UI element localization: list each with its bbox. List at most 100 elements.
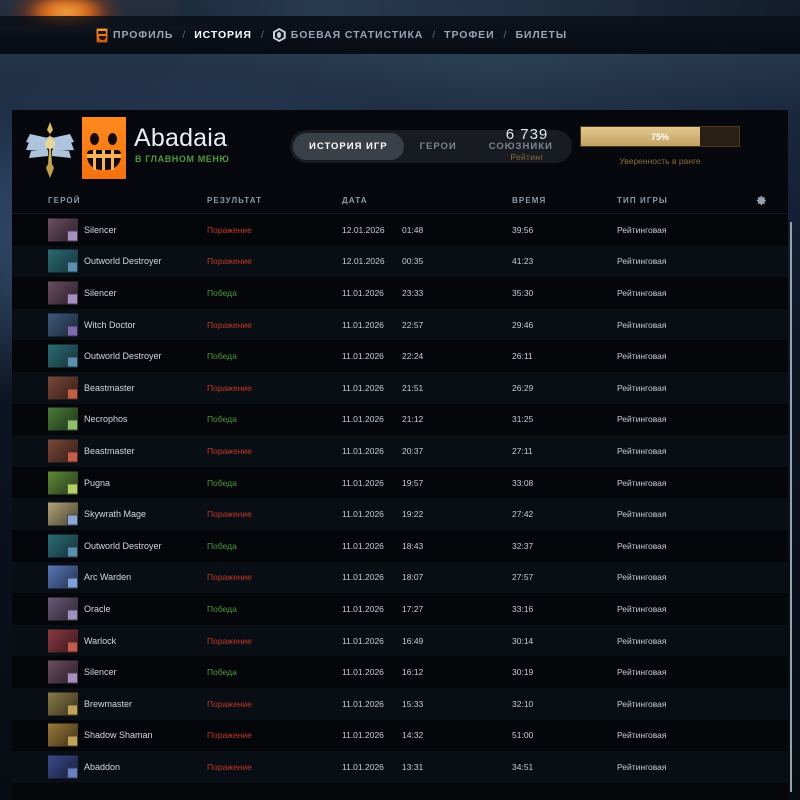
match-result: Победа (207, 477, 237, 488)
match-time: 13:31 (402, 761, 424, 772)
match-history-list: Silencer Поражение 12.01.2026 01:48 39:56 Рей… (12, 214, 788, 798)
column-header-result[interactable]: РЕЗУЛЬТАТ (207, 196, 263, 205)
table-row[interactable]: Oracle Победа 11.01.2026 17:27 33:16 Рейтинго… (12, 593, 788, 625)
match-time: 17:27 (402, 603, 424, 614)
combat-icon (272, 28, 286, 42)
hero-role-badge (67, 704, 78, 716)
hero-name: Outworld Destroyer (84, 540, 162, 551)
match-date: 11.01.2026 (342, 730, 384, 741)
nav-item-label: ИСТОРИЯ (194, 29, 252, 41)
hero-role-badge (67, 483, 78, 495)
table-row[interactable]: Beastmaster Поражение 11.01.2026 21:51 26:29… (12, 371, 788, 404)
nav-item-5[interactable]: БИЛЕТЫ (515, 29, 567, 41)
hero-role-badge (67, 419, 78, 431)
table-row[interactable]: Abaddon Поражение 11.01.2026 13:31 34:51 Рейт… (12, 751, 788, 783)
table-row[interactable]: Silencer Победа 11.01.2026 23:33 35:30 Рейтин… (12, 277, 788, 309)
column-header-date[interactable]: ДАТА (342, 196, 368, 205)
match-type: Рейтинговая (617, 477, 667, 488)
background-sheen (0, 52, 800, 112)
hero-name: Skywrath Mage (84, 509, 147, 520)
username: Abadaia (134, 124, 228, 152)
match-date: 11.01.2026 (342, 319, 384, 330)
hero-role-badge (67, 609, 78, 621)
table-row[interactable]: Beastmaster Поражение 11.01.2026 20:37 27:11… (12, 435, 788, 467)
nav-item-label: ПРОФИЛЬ (113, 29, 174, 41)
match-result: Победа (207, 540, 237, 551)
confidence-bar: 75% (580, 126, 740, 147)
rating-value: 6 739 (505, 126, 549, 143)
match-date: 11.01.2026 (342, 351, 384, 362)
confidence-percent: 75% (650, 131, 669, 142)
match-time: 19:22 (402, 509, 424, 520)
profile-panel: Abadaia В ГЛАВНОМ МЕНЮ ИСТОРИЯ ИГР ГЕРОИ С… (12, 110, 788, 800)
table-row[interactable]: Outworld Destroyer Победа 11.01.2026 18:43 3… (12, 529, 788, 562)
avatar[interactable] (82, 117, 126, 179)
match-result: Победа (207, 414, 237, 425)
confidence-box: 75% Уверенность в ранге (580, 126, 740, 166)
match-time: 15:33 (402, 698, 424, 709)
match-type: Рейтинговая (617, 445, 667, 456)
tab-label: ИСТОРИЯ ИГР (309, 141, 388, 152)
nav-item-1[interactable]: ПРОФИЛЬ (96, 27, 174, 43)
confidence-bar-fill (581, 127, 700, 146)
match-duration: 30:14 (512, 635, 534, 646)
nav-separator: / (432, 29, 436, 41)
match-duration: 26:29 (512, 382, 534, 393)
hero-portrait (48, 376, 78, 400)
tab-1[interactable]: ИСТОРИЯ ИГР (293, 133, 404, 160)
table-row[interactable]: Pugna Победа 11.01.2026 19:57 33:08 Рейтингов… (12, 466, 788, 499)
table-row[interactable]: Outworld Destroyer Поражение 12.01.2026 00:… (12, 245, 788, 278)
match-type: Рейтинговая (617, 256, 667, 267)
nav-item-4[interactable]: ТРОФЕИ (444, 29, 494, 41)
match-duration: 27:42 (512, 509, 534, 520)
table-row[interactable]: Shadow Shaman Поражение 11.01.2026 14:32 51:… (12, 719, 788, 752)
match-result: Поражение (207, 382, 252, 393)
user-status: В ГЛАВНОМ МЕНЮ (135, 154, 230, 164)
hero-name: Silencer (84, 287, 117, 298)
match-result: Поражение (207, 635, 252, 646)
table-row[interactable]: Arc Warden Поражение 11.01.2026 18:07 27:57 Р… (12, 561, 788, 594)
rank-emblem-icon (20, 116, 80, 182)
match-date: 11.01.2026 (342, 698, 384, 709)
hero-name: Beastmaster (84, 445, 135, 456)
tab-label: СОЮЗНИКИ (488, 141, 553, 152)
nav-item-label: БОЕВАЯ СТАТИСТИКА (290, 29, 424, 41)
table-row[interactable]: Necrophos Победа 11.01.2026 21:12 31:25 Рейти… (12, 403, 788, 436)
match-duration: 41:23 (512, 256, 534, 267)
hero-name: Brewmaster (84, 698, 133, 709)
column-header-type[interactable]: ТИП ИГРЫ (617, 196, 668, 205)
table-row[interactable]: Skywrath Mage Поражение 11.01.2026 19:22 27:… (12, 498, 788, 530)
match-time: 21:51 (402, 382, 424, 393)
tab-3[interactable]: СОЮЗНИКИ (473, 133, 569, 160)
match-type: Рейтинговая (617, 667, 667, 678)
hero-role-badge (67, 293, 78, 305)
hero-role-badge (67, 641, 78, 653)
hero-role-badge (67, 577, 78, 589)
table-row[interactable]: Witch Doctor Поражение 11.01.2026 22:57 29:4… (12, 308, 788, 341)
match-time: 00:35 (402, 256, 424, 267)
match-type: Рейтинговая (617, 761, 667, 772)
hero-role-badge (67, 514, 78, 526)
avatar-teeth-gap-3 (111, 150, 114, 170)
column-header-duration[interactable]: ВРЕМЯ (512, 196, 547, 205)
match-time: 18:43 (402, 540, 424, 551)
tab-2[interactable]: ГЕРОИ (404, 133, 473, 160)
table-row[interactable]: Silencer Поражение 12.01.2026 01:48 39:56 Рей… (12, 214, 788, 246)
nav-item-3[interactable]: БОЕВАЯ СТАТИСТИКА (272, 28, 424, 42)
column-header-hero[interactable]: ГЕРОЙ (48, 196, 81, 205)
match-type: Рейтинговая (617, 351, 667, 362)
table-row[interactable]: Brewmaster Поражение 11.01.2026 15:33 32:10 Р… (12, 687, 788, 720)
gear-icon[interactable] (755, 194, 768, 207)
hero-portrait (48, 692, 78, 716)
hero-role-badge (67, 767, 78, 779)
hero-role-badge (67, 735, 78, 747)
vertical-scrollbar[interactable] (790, 222, 792, 792)
table-row[interactable]: Warlock Поражение 11.01.2026 16:49 30:14 Рейт… (12, 624, 788, 657)
nav-item-2[interactable]: ИСТОРИЯ (194, 29, 252, 41)
match-time: 16:12 (402, 667, 424, 678)
match-time: 23:33 (402, 287, 424, 298)
table-row[interactable]: Silencer Победа 11.01.2026 16:12 30:19 Рейтин… (12, 656, 788, 688)
table-row[interactable]: Outworld Destroyer Победа 11.01.2026 22:24 2… (12, 340, 788, 372)
match-duration: 34:51 (512, 761, 534, 772)
hero-name: Outworld Destroyer (84, 351, 162, 362)
